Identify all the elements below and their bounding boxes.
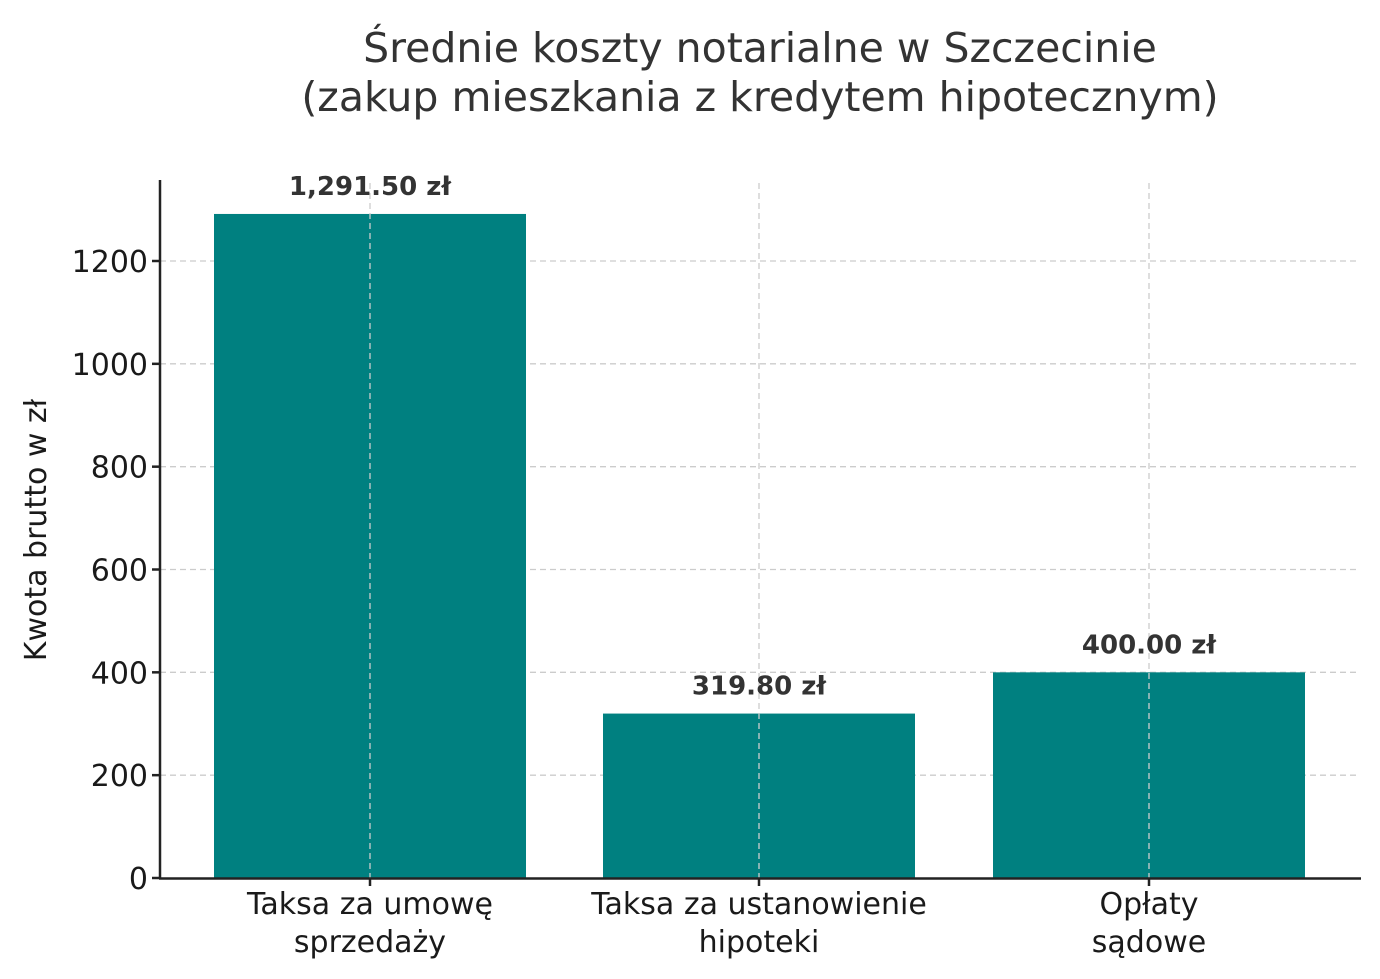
chart-title-line-1: Średnie koszty notarialne w Szczecinie (363, 24, 1157, 72)
x-tick-label: hipoteki (699, 925, 820, 960)
x-tick-label: Taksa za ustanowienie (590, 887, 927, 922)
y-tick-label: 800 (91, 451, 148, 486)
y-tick-label: 1000 (72, 348, 148, 383)
bar-value-label: 1,291.50 zł (289, 172, 452, 202)
value-labels: 1,291.50 zł 319.80 zł 400.00 zł (289, 172, 1218, 702)
bar-value-label: 400.00 zł (1082, 630, 1218, 660)
y-tick-label: 1200 (72, 245, 148, 280)
chart-title-line-2: (zakup mieszkania z kredytem hipotecznym… (301, 73, 1218, 121)
x-tick-label: sądowe (1092, 925, 1206, 960)
y-tick-label: 0 (129, 862, 148, 897)
x-gridlines (369, 183, 1150, 878)
x-tick-label: Taksa za umowę (246, 887, 493, 922)
y-axis-label: Kwota brutto w zł (19, 398, 54, 661)
y-tick-label: 400 (91, 656, 148, 691)
chart-title: Średnie koszty notarialne w Szczecinie (… (301, 24, 1218, 121)
y-axis-ticks: 0 200 400 600 800 1000 1200 (72, 245, 160, 897)
y-tick-label: 600 (91, 554, 148, 589)
bar-value-label: 319.80 zł (692, 672, 828, 702)
x-tick-label: Opłaty (1099, 887, 1198, 922)
y-tick-label: 200 (91, 759, 148, 794)
x-tick-label: sprzedaży (294, 925, 446, 960)
